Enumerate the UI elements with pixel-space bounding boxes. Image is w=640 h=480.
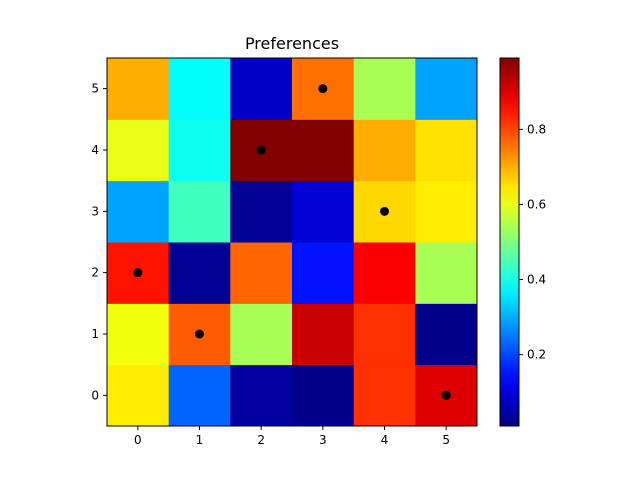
heatmap-cell: [168, 58, 231, 120]
y-tick-label: 3: [91, 204, 99, 218]
y-tick-label: 5: [91, 82, 99, 96]
heatmap-cell: [168, 180, 231, 243]
x-tick-label: 5: [442, 433, 450, 447]
heatmap-cell: [107, 58, 170, 120]
colorbar-tick-label: 0.4: [527, 273, 546, 287]
heatmap-cell: [292, 303, 355, 366]
heatmap-cell: [107, 119, 170, 182]
colorbar-tick-label: 0.8: [527, 122, 546, 136]
colorbar-gradient: [499, 57, 520, 427]
heatmap-cell: [415, 119, 478, 182]
heatmap-cell: [168, 364, 231, 427]
heatmap-marker: [256, 145, 266, 155]
heatmap-marker: [133, 268, 143, 278]
y-tick-label: 0: [91, 388, 99, 402]
heatmap-cell: [353, 364, 416, 427]
heatmap-marker: [318, 84, 328, 94]
heatmap-cell: [230, 364, 293, 427]
x-tick-label: 3: [319, 433, 327, 447]
y-tick-label: 2: [91, 266, 99, 280]
heatmap-markers: [133, 84, 451, 400]
heatmap-cell: [292, 119, 355, 182]
x-tick-label: 0: [134, 433, 142, 447]
x-axis: 0 1 2 3 4 5: [134, 426, 450, 447]
heatmap-cell: [230, 303, 293, 366]
heatmap-cell: [107, 180, 170, 243]
heatmap-cell: [168, 119, 231, 182]
heatmap-cell: [415, 303, 478, 366]
heatmap-marker: [441, 390, 451, 400]
x-tick-label: 2: [257, 433, 265, 447]
colorbar-tick-label: 0.2: [527, 348, 546, 362]
heatmap-cell: [230, 58, 293, 120]
x-tick-label: 1: [196, 433, 204, 447]
heatmap-cell: [230, 180, 293, 243]
colorbar-tick-label: 0.6: [527, 197, 546, 211]
heatmap-cell: [353, 119, 416, 182]
heatmap-cells: [107, 58, 478, 427]
heatmap-cell: [415, 58, 478, 120]
x-tick-label: 4: [381, 433, 389, 447]
heatmap-cell: [292, 364, 355, 427]
heatmap-cell: [415, 180, 478, 243]
y-tick-label: 4: [91, 143, 99, 157]
plot-frame: [106, 57, 478, 427]
heatmap-marker: [195, 329, 204, 339]
heatmap-cell: [292, 180, 355, 243]
heatmap-cell: [353, 242, 416, 304]
heatmap-cell: [107, 303, 170, 366]
colorbar: 0.2 0.4 0.6 0.8: [499, 57, 546, 427]
heatmap-cell: [168, 242, 231, 304]
heatmap-cell: [353, 303, 416, 366]
heatmap-cell: [353, 58, 416, 120]
y-tick-label: 1: [91, 327, 99, 341]
chart-title: Preferences: [245, 34, 339, 53]
heatmap-cell: [230, 242, 293, 304]
heatmap-cell: [107, 364, 170, 427]
heatmap-cell: [415, 242, 478, 304]
y-axis: 0 1 2 3 4 5: [91, 82, 107, 402]
heatmap-cell: [292, 242, 355, 304]
heatmap-marker: [380, 206, 389, 216]
